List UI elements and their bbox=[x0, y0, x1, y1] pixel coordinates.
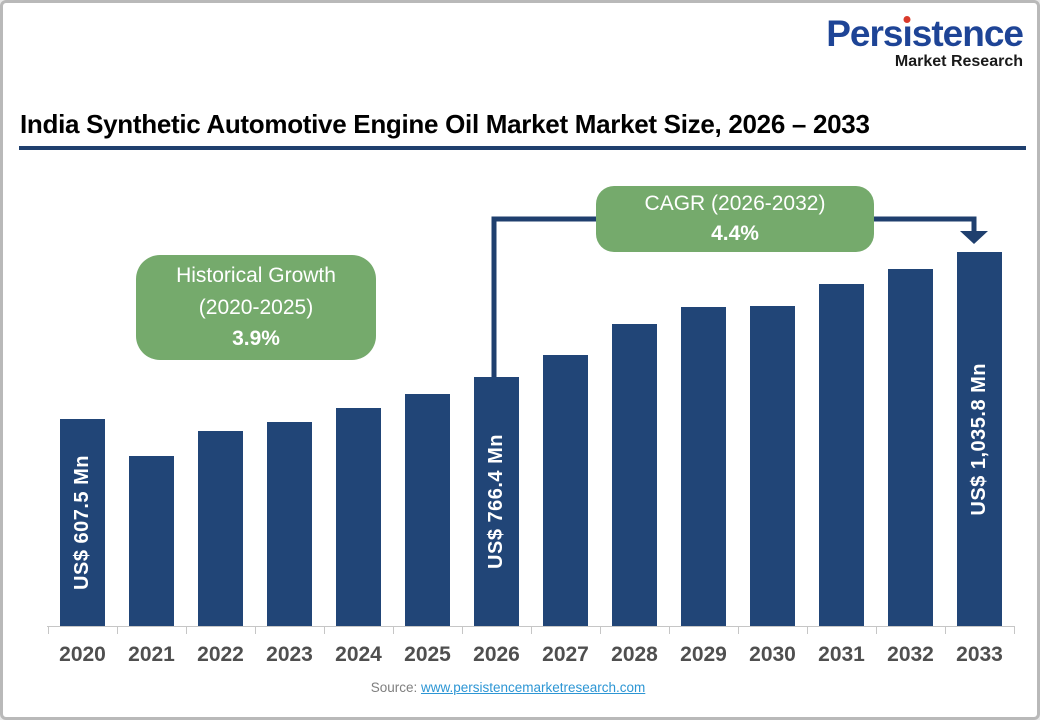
x-axis-label-2026: 2026 bbox=[473, 643, 520, 666]
x-axis-tick bbox=[462, 626, 463, 634]
cagr-line1: CAGR (2026-2032) bbox=[644, 191, 826, 215]
bar-2032 bbox=[888, 269, 933, 626]
bar-2024 bbox=[336, 408, 381, 626]
historical-growth-line1: Historical Growth bbox=[176, 264, 336, 288]
x-axis-tick bbox=[1014, 626, 1015, 634]
x-axis-tick bbox=[945, 626, 946, 634]
bar-2029 bbox=[681, 307, 726, 626]
x-axis-tick bbox=[531, 626, 532, 634]
x-axis-label-2029: 2029 bbox=[680, 643, 727, 666]
x-axis-label-2030: 2030 bbox=[749, 643, 796, 666]
bar-2025 bbox=[405, 394, 450, 626]
source-line: Source: www.persistencemarketresearch.co… bbox=[3, 680, 1013, 695]
title-underline bbox=[19, 146, 1026, 150]
x-axis-label-2021: 2021 bbox=[128, 643, 175, 666]
x-axis-tick bbox=[48, 626, 49, 634]
bar-2031 bbox=[819, 284, 864, 626]
bar-2033: US$ 1,035.8 Mn bbox=[957, 252, 1002, 626]
x-axis-tick bbox=[255, 626, 256, 634]
x-axis-label-2033: 2033 bbox=[956, 643, 1003, 666]
bar-value-label-2033: US$ 1,035.8 Mn bbox=[968, 362, 990, 516]
bar-value-label-2026: US$ 766.4 Mn bbox=[485, 434, 507, 569]
cagr-callout: CAGR (2026-2032) 4.4% bbox=[596, 186, 874, 252]
historical-growth-line2: (2020-2025) bbox=[198, 295, 314, 319]
x-axis-tick bbox=[738, 626, 739, 634]
arrow-head-icon bbox=[960, 231, 988, 244]
source-label: Source: bbox=[370, 680, 421, 695]
x-axis-label-2023: 2023 bbox=[266, 643, 313, 666]
x-axis-label-2020: 2020 bbox=[59, 643, 106, 666]
x-axis-label-2028: 2028 bbox=[611, 643, 658, 666]
bar-value-label-2020: US$ 607.5 Mn bbox=[71, 455, 93, 590]
brand-logo: Persı stence Market Research bbox=[826, 13, 1024, 70]
x-axis-label-2031: 2031 bbox=[818, 643, 865, 666]
source-link[interactable]: www.persistencemarketresearch.com bbox=[420, 680, 646, 695]
x-axis-label-2025: 2025 bbox=[404, 643, 451, 666]
bar-2021 bbox=[129, 456, 174, 626]
bar-2023 bbox=[267, 422, 312, 626]
x-axis-tick bbox=[324, 626, 325, 634]
x-axis-label-2022: 2022 bbox=[197, 643, 244, 666]
x-axis-tick bbox=[669, 626, 670, 634]
bar-2027 bbox=[543, 355, 588, 626]
x-axis-label-2024: 2024 bbox=[335, 643, 382, 666]
logo-red-dot-icon bbox=[903, 16, 911, 23]
x-axis-tick bbox=[186, 626, 187, 634]
bar-2030 bbox=[750, 306, 795, 626]
bar-2028 bbox=[612, 324, 657, 626]
x-axis-tick bbox=[117, 626, 118, 634]
cagr-value: 4.4% bbox=[711, 222, 759, 245]
x-axis-label-2032: 2032 bbox=[887, 643, 934, 666]
historical-growth-value: 3.9% bbox=[232, 327, 280, 351]
bar-2022 bbox=[198, 431, 243, 626]
x-axis-label-2027: 2027 bbox=[542, 643, 589, 666]
brand-tagline: Market Research bbox=[894, 53, 1023, 70]
x-axis-tick bbox=[876, 626, 877, 634]
page-title: India Synthetic Automotive Engine Oil Ma… bbox=[20, 109, 870, 139]
bar-2020: US$ 607.5 Mn bbox=[60, 419, 105, 626]
x-axis-tick bbox=[600, 626, 601, 634]
x-axis-tick bbox=[807, 626, 808, 634]
historical-growth-callout: Historical Growth (2020-2025) 3.9% bbox=[136, 255, 376, 360]
brand-name: Persı stence bbox=[826, 13, 1024, 54]
bar-2026: US$ 766.4 Mn bbox=[474, 377, 519, 626]
x-axis-tick bbox=[393, 626, 394, 634]
plot-area: Historical Growth (2020-2025) 3.9% CAGR … bbox=[3, 3, 1037, 717]
